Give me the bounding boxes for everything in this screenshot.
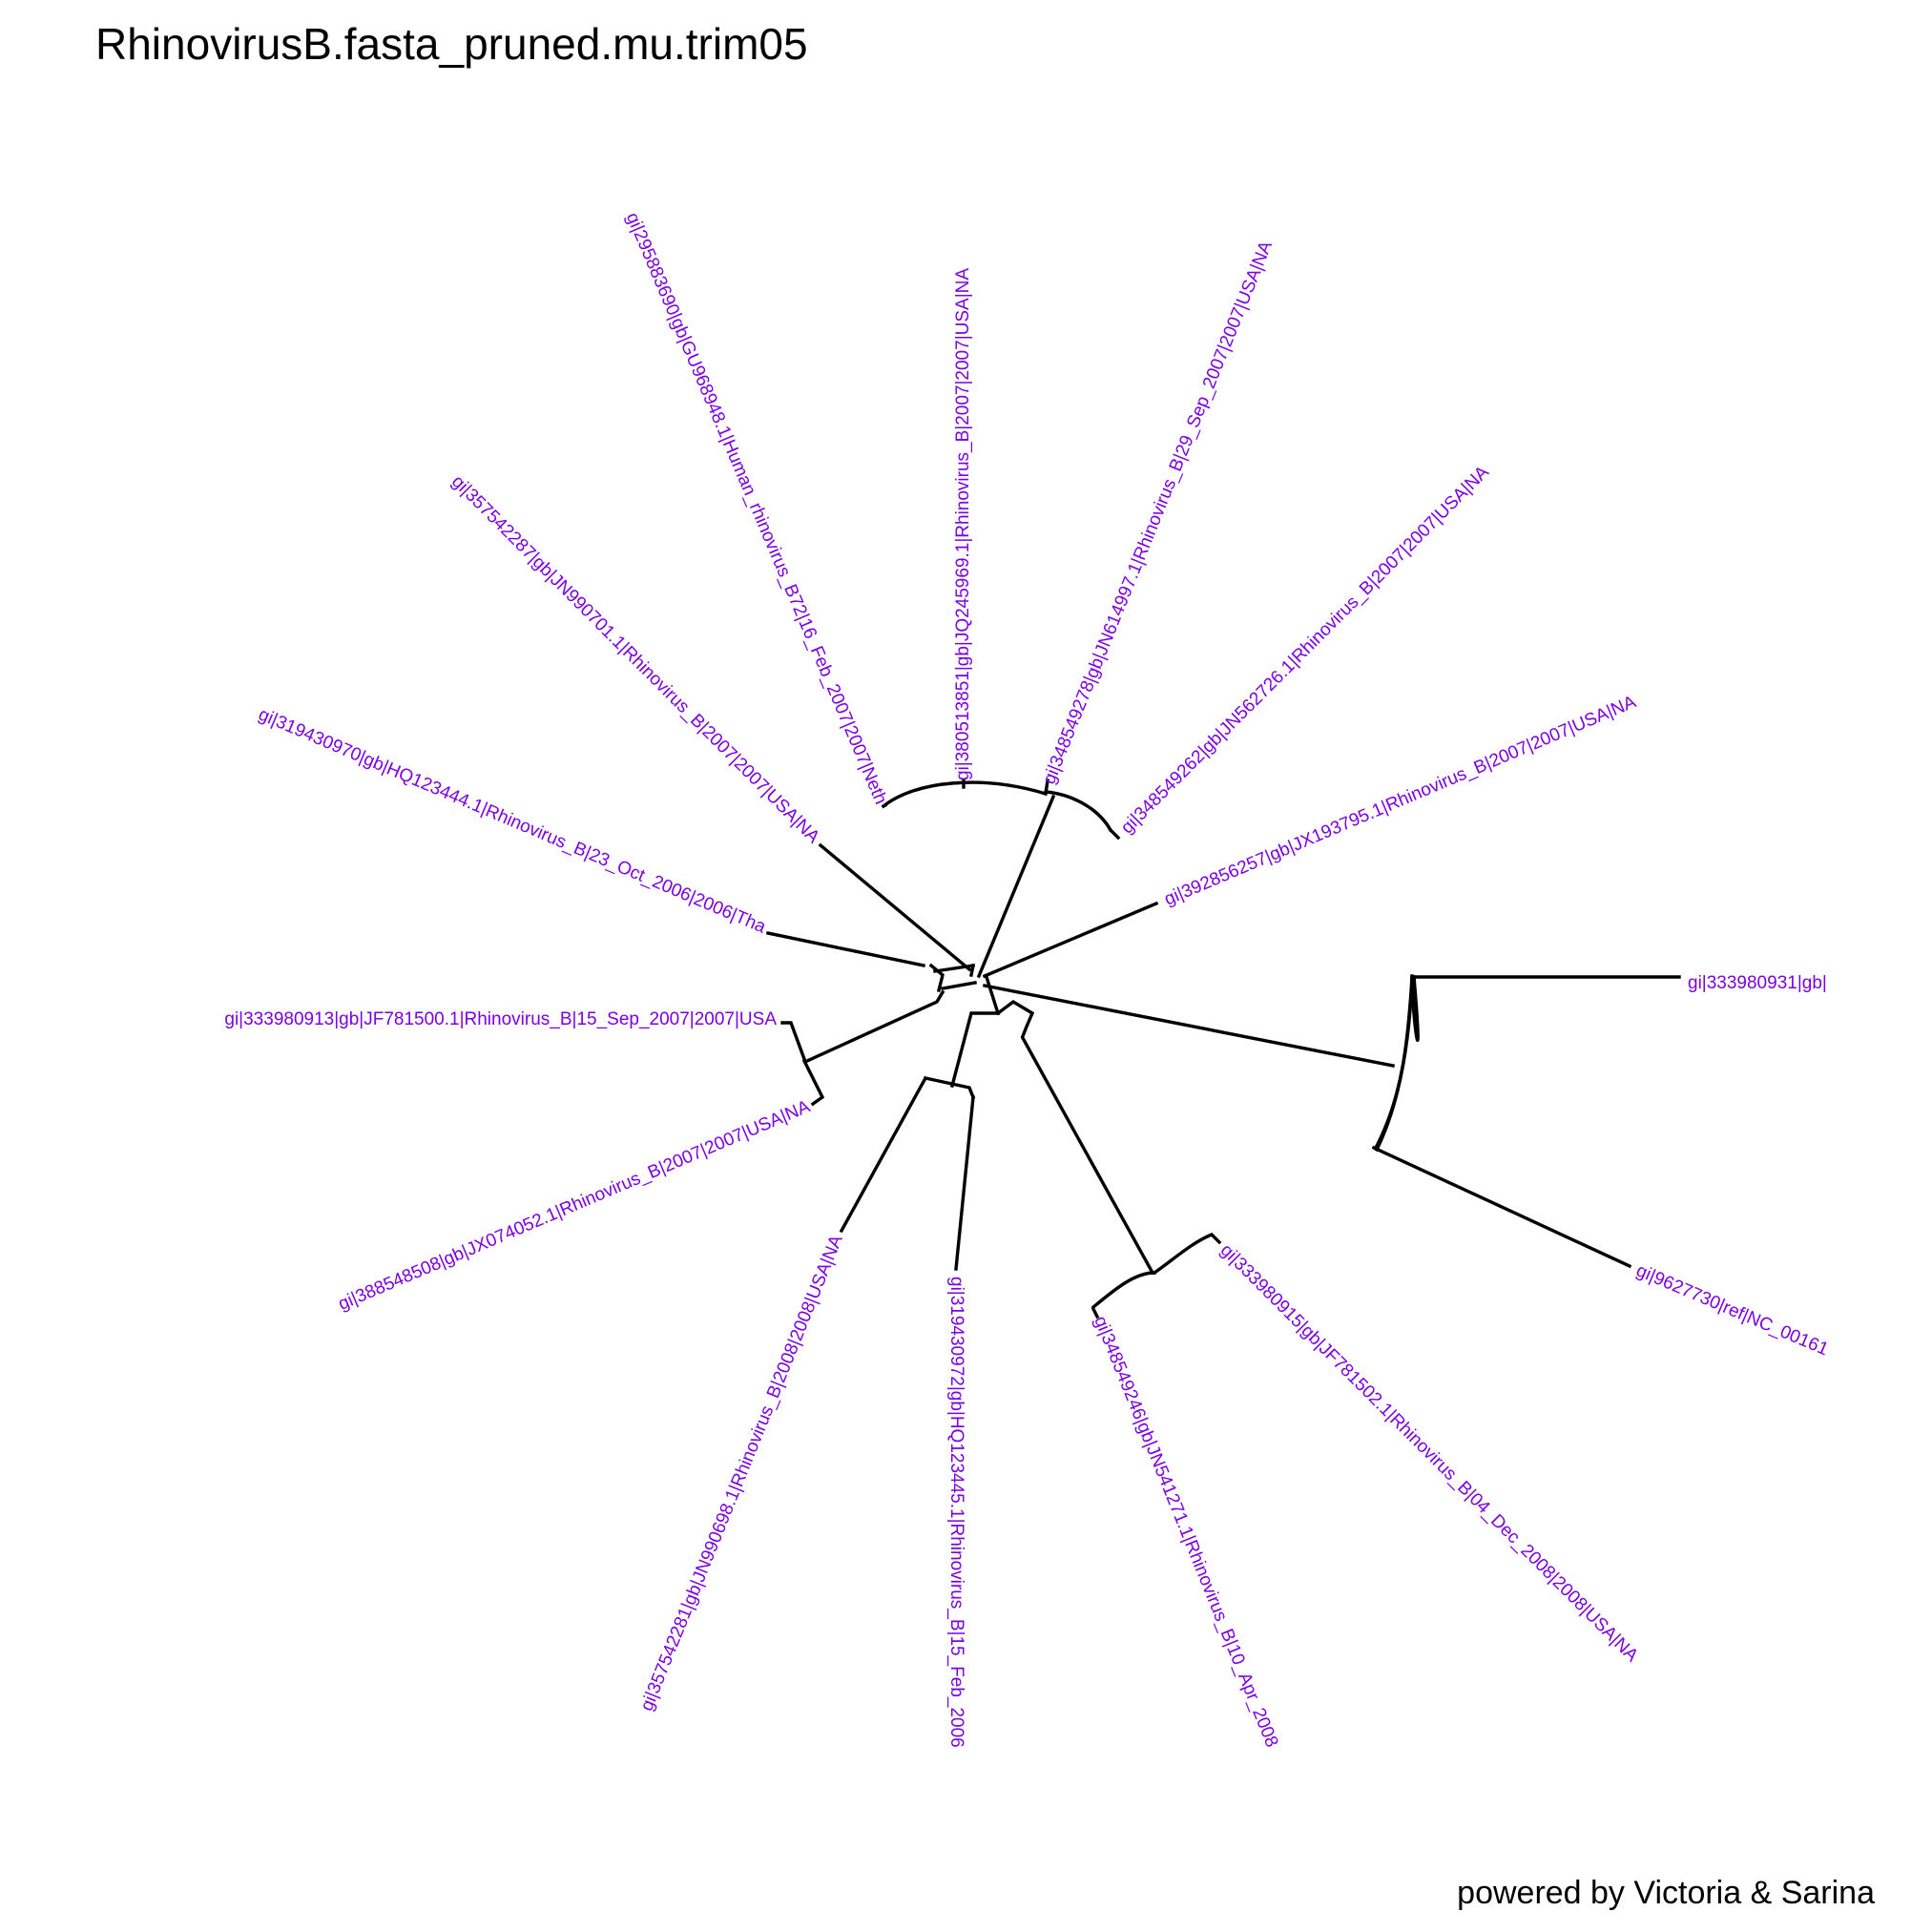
leaf-label: gi|319430970|gb|HQ123444.1|Rhinovirus_B|… [256, 704, 769, 937]
leaf-label: gi|388548508|gb|JX074052.1|Rhinovirus_B|… [336, 1096, 814, 1314]
leaf-label: gi|319430972|gb|HQ123445.1|Rhinovirus_B|… [946, 1277, 966, 1748]
leaf-labels: gi|333980931|gb|gi|392856257|gb|JX193795… [224, 210, 1831, 1751]
tree-branch [1091, 1271, 1156, 1310]
tree-branch [983, 984, 1395, 1068]
tree-branch [1371, 1145, 1632, 1269]
tree-branch [818, 842, 972, 972]
tree-branch [1044, 790, 1113, 833]
tree-branch [941, 981, 977, 990]
tree-branch [995, 999, 1035, 1039]
leaf-label: gi|380513851|gb|JQ245969.1|Rhinovirus_B|… [953, 268, 973, 780]
tree-branch [780, 1021, 807, 1062]
tree-branch [839, 1075, 928, 1234]
tree-branch [923, 1075, 976, 1100]
leaf-label: gi|357542281|gb|JN990698.1|Rhinovirus_B|… [637, 1232, 847, 1714]
leaf-label: gi|348549246|gb|JN541271.1|Rhinovirus_B|… [1090, 1314, 1281, 1751]
leaf-label: gi|295883690|gb|GU968948.1|Human_rhinovi… [622, 210, 891, 807]
tree-branch [804, 989, 945, 1064]
leaf-label: gi|333980915|gb|JF781502.1|Rhinovirus_B|… [1216, 1240, 1642, 1666]
tree-branch [881, 780, 1049, 809]
tree-branch [1020, 1035, 1155, 1276]
tree-branch [976, 794, 1056, 979]
figure-title: RhinovirusB.fasta_pruned.mu.trim05 [95, 19, 808, 69]
tree-branch [982, 901, 1159, 979]
tree-branch [1108, 827, 1121, 841]
tree-branch [928, 963, 945, 993]
tree-branch [1091, 1306, 1100, 1319]
tree-branch [954, 1095, 975, 1271]
tree-branch [949, 974, 1001, 1089]
tree-branch [765, 930, 926, 968]
tree-branch [881, 802, 888, 809]
tree-branches [765, 779, 1681, 1319]
footer-credit: powered by Victoria & Sarina [1457, 1875, 1875, 1911]
tree-branch [1044, 779, 1049, 796]
tree-branch [933, 964, 975, 973]
leaf-label: gi|333980913|gb|JF781500.1|Rhinovirus_B|… [224, 1009, 777, 1029]
tree-branch [1152, 1233, 1222, 1276]
tree-branch [1373, 975, 1414, 1151]
tree-branch [801, 1058, 825, 1107]
leaf-label: gi|333980931|gb| [1688, 973, 1827, 993]
leaf-label: gi|9627730|ref|NC_00161 [1633, 1260, 1832, 1360]
